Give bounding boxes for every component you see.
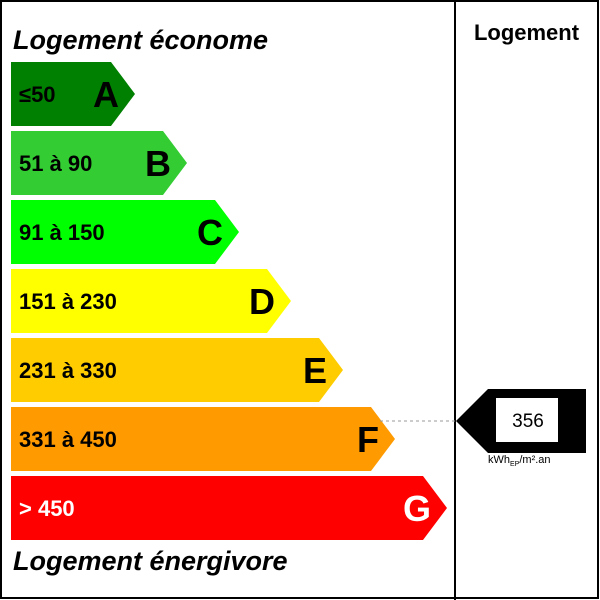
band-arrow-d <box>11 269 291 333</box>
unit-main: kWh <box>488 454 510 466</box>
housing-column-title: Logement <box>473 20 580 45</box>
band-letter-a: A <box>93 74 119 115</box>
band-range-b: 51 à 90 <box>19 151 92 176</box>
band-letter-b: B <box>145 143 171 184</box>
band-letter-d: D <box>249 281 275 322</box>
band-letter-f: F <box>357 419 379 460</box>
bands-layer: ≤50 A 51 à 90 B 91 à 150 C 151 à 230 D 231 à 330… <box>11 62 447 540</box>
band-arrow-b <box>11 131 187 195</box>
band-arrow-c <box>11 200 239 264</box>
band-range-c: 91 à 150 <box>19 220 105 245</box>
band-letter-e: E <box>303 350 327 391</box>
band-letter-c: C <box>197 212 223 253</box>
energy-unit-label: kWhEP/m².an <box>488 454 551 468</box>
band-arrow-g <box>11 476 447 540</box>
energy-band-b: 51 à 90 B <box>11 131 187 195</box>
band-range-f: 331 à 450 <box>19 427 117 452</box>
energy-band-a: ≤50 A <box>11 62 135 126</box>
energy-band-e: 231 à 330 E <box>11 338 343 402</box>
energy-band-c: 91 à 150 C <box>11 200 239 264</box>
economical-housing-label: Logement économe <box>13 25 269 55</box>
band-range-g: > 450 <box>19 496 75 521</box>
band-range-d: 151 à 230 <box>19 289 117 314</box>
unit-subscript: EP <box>510 461 520 469</box>
band-range-a: ≤50 <box>19 82 56 107</box>
band-range-e: 231 à 330 <box>19 358 117 383</box>
unit-rest: /m².an <box>519 454 551 466</box>
energy-intensive-housing-label: Logement énergivore <box>13 546 288 576</box>
energy-band-d: 151 à 230 D <box>11 269 291 333</box>
band-arrow-e <box>11 338 343 402</box>
energy-band-f: 331 à 450 F <box>11 407 395 471</box>
energy-band-g: > 450 G <box>11 476 447 540</box>
energy-value: 356 <box>512 411 544 432</box>
band-arrow-a <box>11 62 135 126</box>
band-letter-g: G <box>403 488 431 529</box>
value-box <box>496 398 558 442</box>
band-arrow-f <box>11 407 395 471</box>
